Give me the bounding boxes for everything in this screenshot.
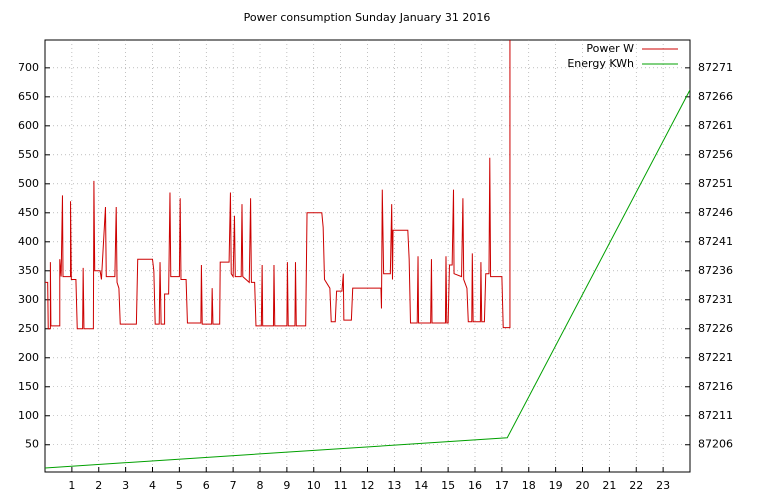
x-tick-label: 19 xyxy=(549,479,563,492)
x-tick-label: 3 xyxy=(122,479,129,492)
y-tick-label: 350 xyxy=(18,264,39,277)
y-tick-label: 600 xyxy=(18,119,39,132)
y2-tick-label: 87236 xyxy=(698,264,733,277)
x-tick-label: 16 xyxy=(468,479,482,492)
x-tick-label: 20 xyxy=(576,479,590,492)
x-tick-label: 5 xyxy=(176,479,183,492)
y2-tick-label: 87261 xyxy=(698,119,733,132)
x-tick-label: 14 xyxy=(414,479,428,492)
x-tick-label: 6 xyxy=(203,479,210,492)
y2-tick-label: 87256 xyxy=(698,148,733,161)
y-tick-label: 500 xyxy=(18,177,39,190)
y2-tick-label: 87271 xyxy=(698,61,733,74)
x-tick-label: 22 xyxy=(629,479,643,492)
series-line xyxy=(45,89,690,469)
y2-tick-label: 87221 xyxy=(698,351,733,364)
x-tick-label: 8 xyxy=(257,479,264,492)
x-tick-label: 18 xyxy=(522,479,536,492)
series-line xyxy=(45,40,511,330)
x-tick-label: 10 xyxy=(307,479,321,492)
y-tick-label: 650 xyxy=(18,90,39,103)
y2-tick-label: 87206 xyxy=(698,438,733,451)
legend-label: Power W xyxy=(586,42,634,55)
y-tick-label: 250 xyxy=(18,322,39,335)
x-tick-label: 21 xyxy=(602,479,616,492)
x-tick-label: 4 xyxy=(149,479,156,492)
chart-title: Power consumption Sunday January 31 2016 xyxy=(244,11,491,24)
y-tick-label: 550 xyxy=(18,148,39,161)
y2-tick-label: 87241 xyxy=(698,235,733,248)
x-tick-label: 15 xyxy=(441,479,455,492)
y-tick-label: 100 xyxy=(18,409,39,422)
y2-tick-label: 87251 xyxy=(698,177,733,190)
x-tick-label: 7 xyxy=(230,479,237,492)
x-tick-label: 2 xyxy=(95,479,102,492)
y-tick-label: 50 xyxy=(25,438,39,451)
legend-label: Energy KWh xyxy=(567,57,634,70)
x-tick-label: 9 xyxy=(283,479,290,492)
y2-tick-label: 87216 xyxy=(698,380,733,393)
x-tick-label: 13 xyxy=(387,479,401,492)
y-tick-label: 300 xyxy=(18,293,39,306)
x-tick-label: 12 xyxy=(361,479,375,492)
y-tick-label: 150 xyxy=(18,380,39,393)
y2-tick-label: 87211 xyxy=(698,409,733,422)
y-tick-label: 200 xyxy=(18,351,39,364)
x-tick-label: 17 xyxy=(495,479,509,492)
y2-tick-label: 87231 xyxy=(698,293,733,306)
x-tick-label: 1 xyxy=(68,479,75,492)
y2-tick-label: 87266 xyxy=(698,90,733,103)
y-tick-label: 700 xyxy=(18,61,39,74)
y-tick-label: 400 xyxy=(18,235,39,248)
y2-tick-label: 87246 xyxy=(698,206,733,219)
x-tick-label: 23 xyxy=(656,479,670,492)
x-tick-label: 11 xyxy=(334,479,348,492)
y-tick-label: 450 xyxy=(18,206,39,219)
y2-tick-label: 87226 xyxy=(698,322,733,335)
